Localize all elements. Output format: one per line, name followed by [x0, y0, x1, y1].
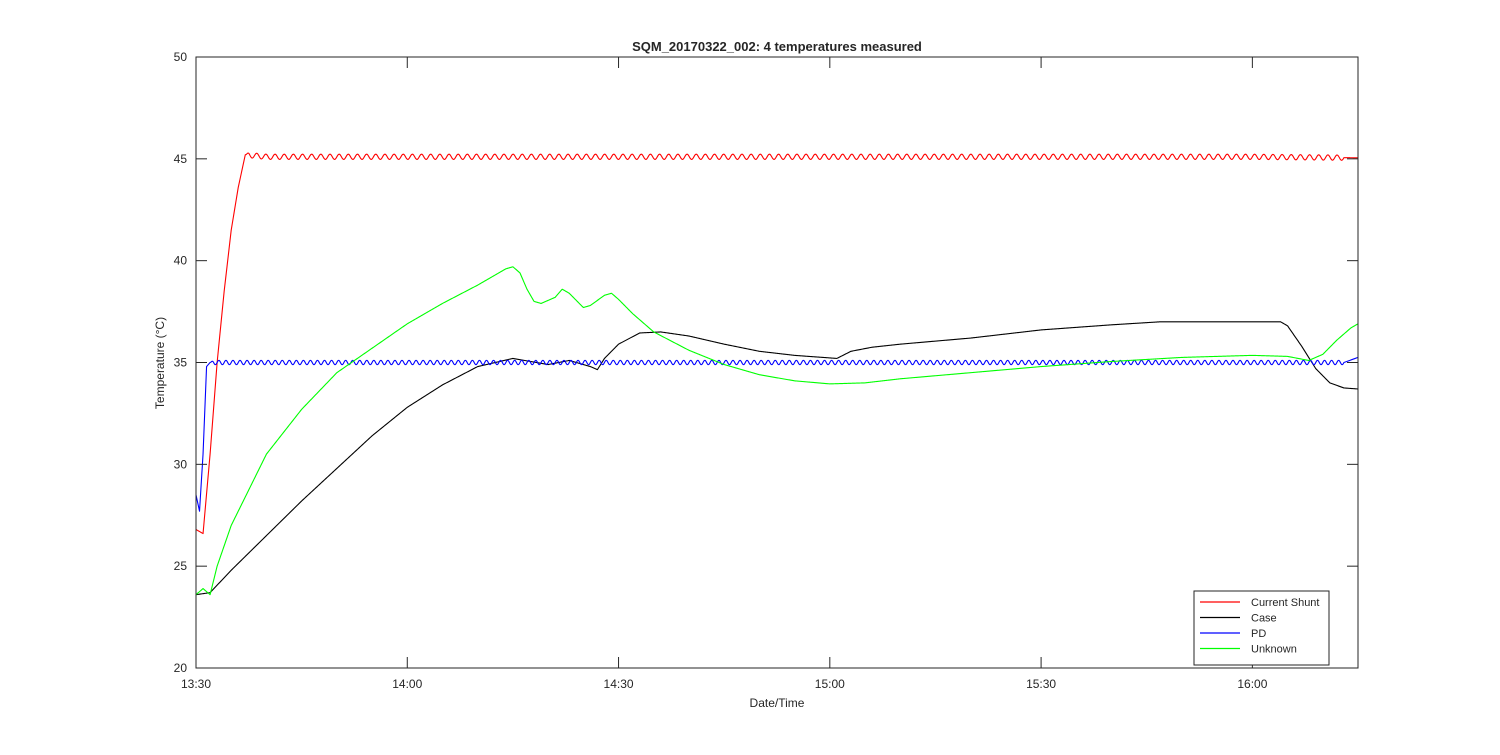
series-line-2 [195, 356, 1359, 512]
legend-entry-3: Unknown [1251, 644, 1297, 656]
x-tick-label: 14:30 [604, 677, 634, 691]
legend-entry-0: Current Shunt [1251, 597, 1319, 609]
y-tick-label: 30 [174, 457, 188, 471]
x-tick-label: 14:00 [392, 677, 422, 691]
y-tick-label: 40 [174, 254, 188, 268]
y-tick-label: 50 [174, 50, 188, 64]
x-tick-label: 13:30 [181, 677, 211, 691]
series-line-3 [195, 266, 1359, 596]
y-tick-label: 25 [174, 559, 188, 573]
y-axis-label: Temperature (°C) [153, 317, 167, 409]
legend-entry-1: Case [1251, 613, 1277, 625]
chart-title: SQM_20170322_002: 4 temperatures measure… [632, 39, 922, 54]
y-tick-label: 35 [174, 356, 188, 370]
series-line-0 [195, 152, 1359, 535]
x-tick-label: 16:00 [1237, 677, 1267, 691]
y-tick-label: 45 [174, 152, 188, 166]
y-tick-label: 20 [174, 661, 188, 675]
legend-entry-2: PD [1251, 628, 1266, 640]
x-axis-label: Date/Time [750, 696, 805, 710]
x-tick-label: 15:00 [815, 677, 845, 691]
series-line-1 [195, 321, 1359, 596]
x-tick-label: 15:30 [1026, 677, 1056, 691]
legend: Current Shunt Case PD Unknown [1193, 590, 1330, 666]
legend-box [1193, 590, 1330, 666]
